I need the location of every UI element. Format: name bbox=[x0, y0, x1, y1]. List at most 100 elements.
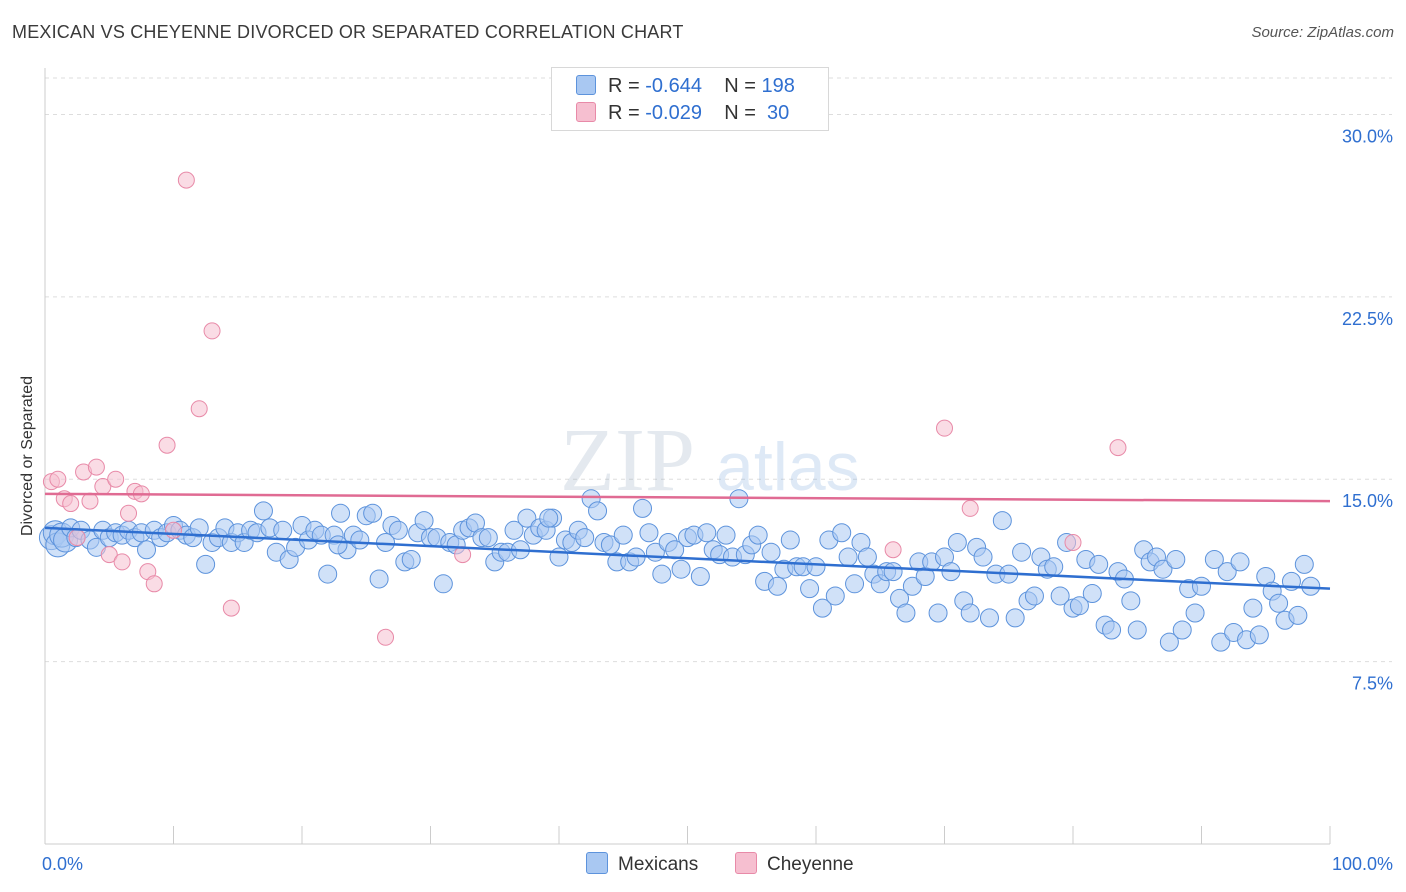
mexicans-point bbox=[716, 525, 736, 545]
cheyenne-point bbox=[165, 521, 182, 539]
mexicans-point bbox=[401, 549, 421, 569]
mexicans-point bbox=[780, 530, 800, 550]
y-tick-label: 30.0% bbox=[1342, 126, 1393, 146]
mexicans-point bbox=[748, 525, 768, 545]
legend-r-label: R = bbox=[608, 75, 640, 97]
mexicans-point bbox=[517, 508, 537, 528]
legend-n-label: N = bbox=[724, 75, 756, 97]
mexicans-point bbox=[1153, 559, 1173, 579]
mexicans-point bbox=[1069, 596, 1089, 616]
cheyenne-points bbox=[42, 171, 1127, 646]
mexicans-point bbox=[1050, 586, 1070, 606]
legend-row-mexicans: R = -0.644 N = 198 bbox=[576, 75, 795, 98]
bottom-swatch-mexicans bbox=[586, 852, 608, 874]
mexicans-point bbox=[671, 559, 691, 579]
cheyenne-point bbox=[377, 628, 395, 646]
mexicans-point bbox=[1159, 632, 1179, 652]
mexicans-point bbox=[767, 576, 787, 596]
mexicans-point bbox=[388, 520, 408, 540]
cheyenne-point bbox=[107, 470, 125, 488]
mexicans-point bbox=[1012, 542, 1032, 562]
mexicans-point bbox=[979, 608, 999, 628]
cheyenne-point bbox=[87, 458, 105, 476]
mexicans-point bbox=[1005, 608, 1025, 628]
mexicans-point bbox=[1249, 625, 1269, 645]
y-axis-label: Divorced or Separated bbox=[19, 375, 36, 537]
chart-title: MEXICAN VS CHEYENNE DIVORCED OR SEPARATE… bbox=[12, 22, 684, 42]
mexicans-point bbox=[812, 598, 832, 618]
cheyenne-point bbox=[1109, 439, 1127, 457]
legend-r-value-mexicans: -0.644 bbox=[645, 75, 702, 97]
mexicans-point bbox=[196, 554, 216, 574]
mexicans-points bbox=[38, 489, 1321, 652]
bottom-swatch-cheyenne bbox=[735, 852, 757, 874]
cheyenne-point bbox=[81, 492, 99, 510]
mexicans-point bbox=[806, 557, 826, 577]
mexicans-point bbox=[639, 523, 659, 543]
mexicans-point bbox=[331, 503, 351, 523]
mexicans-point bbox=[1102, 620, 1122, 640]
mexicans-point bbox=[273, 520, 293, 540]
mexicans-point bbox=[1127, 620, 1147, 640]
mexicans-point bbox=[588, 501, 608, 521]
legend-n-value-mexicans: 198 bbox=[761, 75, 795, 97]
mexicans-point bbox=[1217, 562, 1237, 582]
cheyenne-point bbox=[62, 495, 80, 513]
mexicans-point bbox=[697, 523, 717, 543]
mexicans-point bbox=[1121, 591, 1141, 611]
mexicans-point bbox=[1204, 549, 1224, 569]
mexicans-point bbox=[1082, 584, 1102, 604]
mexicans-point bbox=[1294, 554, 1314, 574]
cheyenne-point bbox=[936, 419, 953, 437]
cheyenne-point bbox=[49, 470, 67, 488]
cheyenne-point bbox=[145, 575, 163, 593]
mexicans-point bbox=[1211, 632, 1231, 652]
mexicans-point bbox=[1089, 554, 1109, 574]
watermark-zip: ZIP bbox=[560, 411, 695, 510]
mexicans-point bbox=[433, 574, 453, 594]
mexicans-point bbox=[825, 586, 845, 606]
cheyenne-point bbox=[222, 599, 240, 617]
mexicans-point bbox=[350, 530, 370, 550]
correlation-legend: R = -0.644 N = 198 R = -0.029 N = 30 bbox=[551, 67, 829, 131]
mexicans-point bbox=[1243, 598, 1263, 618]
bottom-legend-label-mexicans: Mexicans bbox=[618, 854, 699, 875]
source-credit: Source: ZipAtlas.com bbox=[1251, 24, 1394, 41]
legend-swatch-mexicans bbox=[576, 75, 596, 95]
mexicans-point bbox=[253, 501, 273, 521]
mexicans-point bbox=[633, 498, 653, 518]
cheyenne-point bbox=[68, 529, 86, 547]
mexicans-point bbox=[857, 547, 877, 567]
cheyenne-point bbox=[158, 436, 176, 454]
mexicans-point bbox=[845, 574, 865, 594]
mexicans-point bbox=[363, 503, 383, 523]
cheyenne-point bbox=[120, 504, 138, 522]
mexicans-point bbox=[504, 520, 524, 540]
cheyenne-point bbox=[884, 541, 902, 559]
tick-labels: 7.5% 15.0% 22.5% 30.0% 0.0% 100.0% bbox=[42, 126, 1393, 874]
mexicans-trend-line bbox=[44, 526, 1331, 590]
mexicans-point bbox=[539, 508, 559, 528]
mexicans-point bbox=[652, 564, 672, 584]
legend-n-value-cheyenne: 30 bbox=[767, 102, 790, 124]
y-tick-label: 7.5% bbox=[1352, 674, 1393, 694]
mexicans-point bbox=[902, 576, 922, 596]
cheyenne-point bbox=[203, 322, 221, 340]
bottom-legend-mexicans: Mexicans bbox=[586, 852, 698, 876]
mexicans-point bbox=[1288, 605, 1308, 625]
legend-n-label: N = bbox=[724, 102, 756, 124]
legend-r-label: R = bbox=[608, 102, 640, 124]
cheyenne-point bbox=[177, 171, 195, 189]
watermark: ZIP atlas bbox=[560, 411, 860, 510]
mexicans-point bbox=[1185, 603, 1205, 623]
mexicans-point bbox=[928, 603, 948, 623]
y-tick-label: 15.0% bbox=[1342, 491, 1393, 511]
mexicans-point bbox=[992, 511, 1012, 531]
legend-r-value-cheyenne: -0.029 bbox=[645, 102, 702, 124]
cheyenne-point bbox=[113, 553, 131, 571]
mexicans-point bbox=[189, 518, 209, 538]
mexicans-point bbox=[896, 603, 916, 623]
mexicans-point bbox=[832, 523, 852, 543]
mexicans-point bbox=[1044, 557, 1064, 577]
